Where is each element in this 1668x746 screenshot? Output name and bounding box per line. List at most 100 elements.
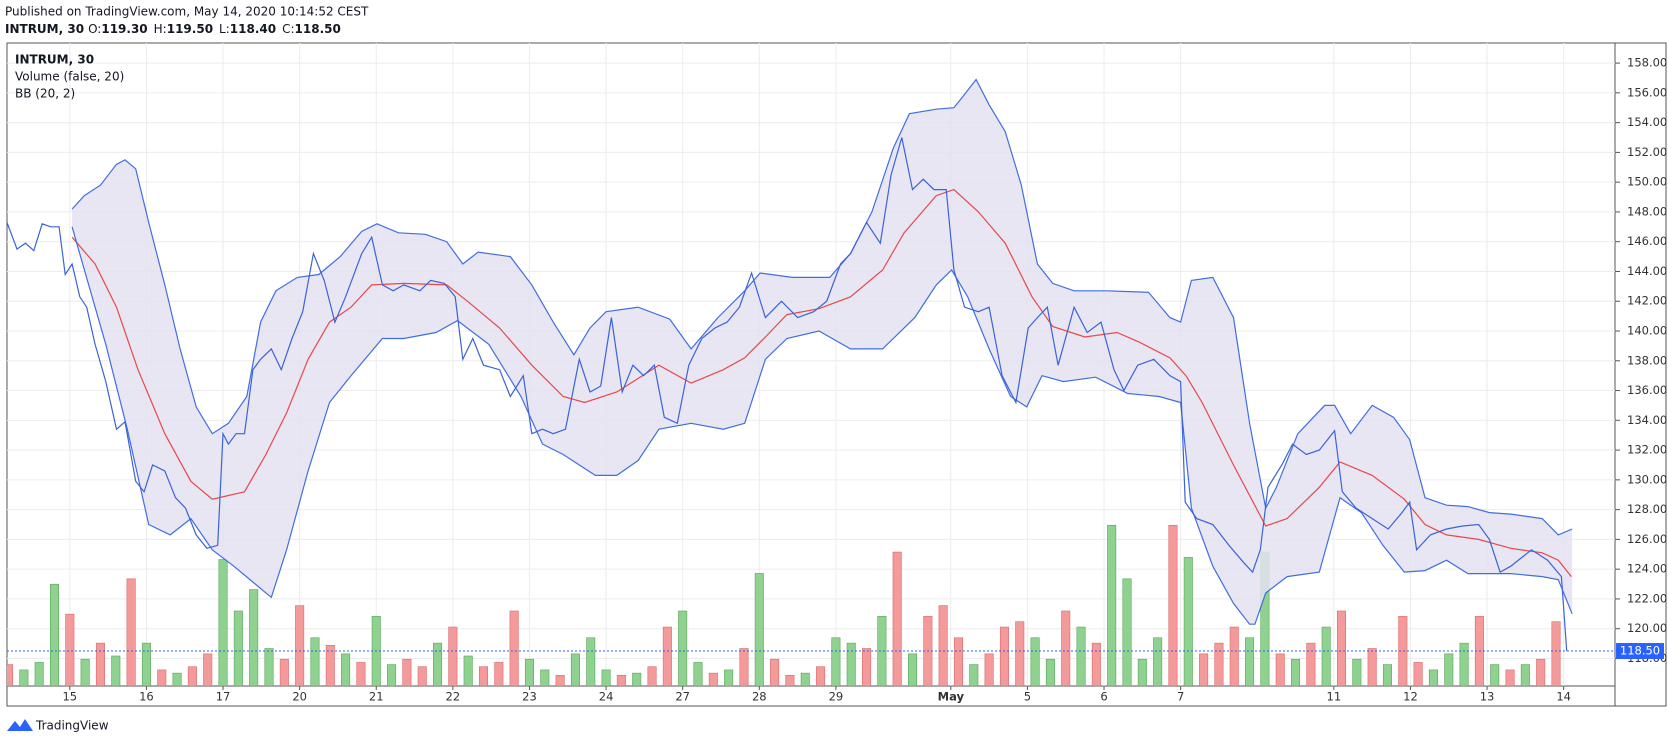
y-tick-label: 136.00 xyxy=(1627,383,1667,397)
x-tick-label: 21 xyxy=(369,690,384,704)
y-tick-label: 128.00 xyxy=(1627,502,1667,516)
volume-bar xyxy=(1520,664,1530,686)
volume-bar xyxy=(295,605,305,686)
volume-bar xyxy=(49,583,60,686)
volume-bar xyxy=(80,658,90,686)
volume-bar xyxy=(739,648,749,686)
ohlc-key: L: xyxy=(219,22,230,36)
volume-bar xyxy=(586,637,596,686)
y-tick-label: 130.00 xyxy=(1627,472,1667,486)
volume-bar xyxy=(7,664,14,686)
volume-bar xyxy=(831,637,841,686)
volume-bar xyxy=(1107,524,1117,686)
x-tick-label: 17 xyxy=(216,690,231,704)
volume-bar xyxy=(433,642,443,686)
volume-bar xyxy=(785,674,795,686)
volume-bar xyxy=(1382,664,1392,686)
volume-bar xyxy=(877,616,887,686)
x-tick-label: 13 xyxy=(1480,690,1495,704)
volume-bar xyxy=(846,642,856,686)
volume-bar xyxy=(524,658,534,686)
volume-bar xyxy=(540,669,550,686)
x-tick-label: May xyxy=(938,690,965,704)
volume-bar xyxy=(387,664,397,686)
volume-bar xyxy=(616,674,626,686)
volume-bar xyxy=(1275,653,1285,686)
y-tick-label: 154.00 xyxy=(1627,115,1667,129)
volume-bar xyxy=(1245,637,1255,686)
y-tick-label: 132.00 xyxy=(1627,443,1667,457)
volume-bar xyxy=(233,610,243,686)
volume-bar xyxy=(816,666,826,686)
price-pane xyxy=(7,78,1615,652)
volume-bar xyxy=(1444,653,1454,686)
volume-bar xyxy=(1367,648,1377,686)
y-tick-label: 156.00 xyxy=(1627,85,1667,99)
volume-bar xyxy=(1413,662,1423,686)
volume-bar xyxy=(1505,669,1515,686)
volume-bar xyxy=(126,578,136,686)
volume-bar xyxy=(1459,642,1469,686)
volume-bar xyxy=(402,658,412,686)
x-tick-label: 27 xyxy=(675,690,690,704)
bb-lower xyxy=(71,226,1573,625)
last-price-box xyxy=(1616,643,1664,660)
x-tick-label: 28 xyxy=(752,690,767,704)
x-tick-label: 15 xyxy=(62,690,77,704)
volume-bar xyxy=(555,674,565,686)
ohlc-key: O: xyxy=(88,22,101,36)
x-tick-label: 6 xyxy=(1100,690,1107,704)
legend-symbol: INTRUM, 30 xyxy=(15,53,94,67)
volume-bar xyxy=(800,672,810,686)
x-tick-label: 5 xyxy=(1024,690,1031,704)
volume-bar xyxy=(1122,578,1132,686)
volume-bar xyxy=(724,669,734,686)
y-tick-label: 150.00 xyxy=(1627,175,1667,189)
volume-bar xyxy=(1428,669,1438,686)
volume-bar xyxy=(111,655,121,686)
x-tick-label: 11 xyxy=(1327,690,1342,704)
x-tick-label: 12 xyxy=(1403,690,1418,704)
x-tick-label: 16 xyxy=(139,690,154,704)
volume-bar xyxy=(1214,642,1224,686)
axes: 118.00120.00122.00124.00126.00128.00130.… xyxy=(62,56,1667,704)
volume-bar xyxy=(463,655,473,686)
volume-bar xyxy=(969,664,979,686)
volume-bar xyxy=(157,669,167,686)
legend-bb: BB (20, 2) xyxy=(15,87,75,101)
volume-bar xyxy=(19,669,29,686)
volume-bar xyxy=(754,573,764,686)
volume-bar xyxy=(341,653,351,686)
logo-icon xyxy=(7,719,33,731)
price-line xyxy=(7,137,1568,652)
volume-bar xyxy=(1321,626,1331,686)
brand: TradingView xyxy=(35,719,109,733)
volume-bar xyxy=(1091,642,1101,686)
bb-basis xyxy=(71,188,1572,577)
volume-bar xyxy=(448,626,458,686)
legend-volume: Volume (false, 20) xyxy=(15,70,124,84)
y-tick-label: 144.00 xyxy=(1627,264,1667,278)
volume-bar xyxy=(1061,610,1071,686)
grid xyxy=(7,43,1615,686)
ohlc-value: 118.50 xyxy=(295,22,341,36)
x-tick-label: 23 xyxy=(522,690,537,704)
volume-bar xyxy=(1490,664,1500,686)
ohlc-value: 119.30 xyxy=(101,22,147,36)
ohlc-value: 119.50 xyxy=(167,22,213,36)
y-tick-label: 158.00 xyxy=(1627,56,1667,70)
volume-bar xyxy=(95,642,105,686)
volume-bar xyxy=(1168,524,1178,686)
volume-bar xyxy=(1183,557,1193,686)
y-tick-label: 126.00 xyxy=(1627,532,1667,546)
volume-bar xyxy=(1536,658,1546,686)
volume-bar xyxy=(172,672,182,686)
volume-bar xyxy=(187,666,197,686)
volume-bar xyxy=(417,666,427,686)
ohlc-value: 118.40 xyxy=(230,22,276,36)
volume-bar xyxy=(1336,610,1347,686)
x-tick-label: 29 xyxy=(829,690,844,704)
y-tick-label: 122.00 xyxy=(1627,591,1667,605)
volume-bar xyxy=(65,613,75,686)
